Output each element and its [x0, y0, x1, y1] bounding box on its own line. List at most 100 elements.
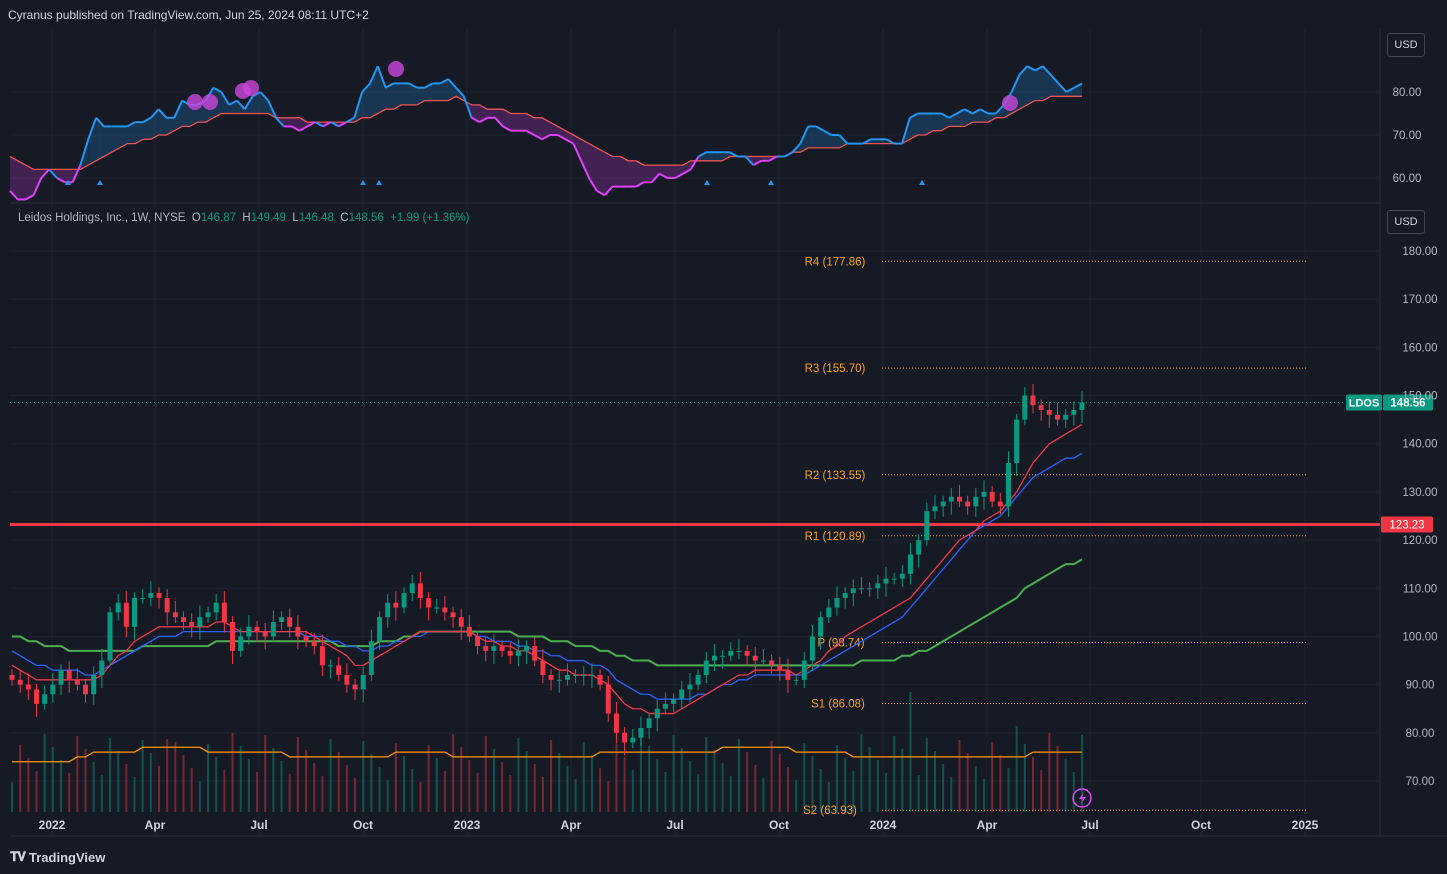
- volume-bar: [631, 770, 634, 812]
- volume-bar: [623, 757, 626, 812]
- volume-bar: [468, 760, 471, 812]
- candle-body: [973, 496, 979, 507]
- rsi-line-segment: [95, 117, 105, 128]
- rsi-line-segment: [729, 151, 739, 158]
- volume-bar: [656, 759, 659, 812]
- rsi-fill: [25, 165, 34, 200]
- volume-bar: [149, 753, 152, 812]
- rsi-line-segment: [940, 112, 950, 119]
- volume-bar: [1040, 770, 1043, 812]
- candle-body: [1071, 410, 1077, 415]
- candle-body: [573, 675, 579, 676]
- rsi-line-segment: [322, 121, 332, 128]
- candle-body: [736, 650, 742, 652]
- volume-bar: [950, 777, 953, 812]
- volume-bar: [239, 746, 242, 812]
- volume-bar: [247, 759, 250, 812]
- candle-body: [377, 617, 383, 642]
- rsi-fill: [127, 122, 136, 144]
- rsi-fill: [362, 83, 370, 118]
- rsi-line-segment: [948, 112, 958, 119]
- rsi-line-segment: [157, 108, 168, 119]
- tradingview-logo[interactable]: 𝐓𝐕 TradingView: [10, 849, 105, 865]
- rsi-pane: [9, 61, 1083, 201]
- y-tick-label: 80.00: [1406, 728, 1435, 740]
- volume-bar: [819, 769, 822, 812]
- rsi-line-segment: [338, 121, 347, 128]
- candle-body: [858, 588, 864, 590]
- rsi-line-segment: [862, 138, 872, 145]
- volume-bar: [697, 774, 700, 812]
- rsi-fill: [221, 92, 230, 114]
- volume-bar: [313, 763, 316, 812]
- rsi-fill: [252, 92, 261, 114]
- volume-bar: [141, 740, 144, 812]
- volume-ma-line: [12, 746, 1082, 763]
- rsi-fill: [1050, 74, 1059, 97]
- rsi-line-segment: [1010, 74, 1021, 93]
- currency-button-top[interactable]: USD: [1387, 33, 1425, 57]
- rsi-line-segment: [291, 125, 300, 132]
- rsi-line-segment: [784, 151, 793, 158]
- volume-bar: [1015, 726, 1018, 812]
- rsi-fill: [909, 113, 918, 140]
- candle-body: [352, 684, 358, 690]
- rsi-fill: [409, 83, 417, 105]
- volume-bar: [574, 779, 577, 812]
- x-tick-label: 2022: [39, 818, 66, 832]
- volume-bar: [541, 777, 544, 812]
- currency-button-main[interactable]: USD: [1387, 210, 1425, 234]
- rsi-line-segment: [533, 134, 543, 141]
- volume-bar: [966, 753, 969, 812]
- rsi-fill: [96, 117, 104, 161]
- candle-body: [213, 602, 219, 613]
- rsi-line-segment: [142, 116, 152, 123]
- rsi-line-segment: [658, 172, 668, 179]
- rsi-signal-arrow: [919, 180, 925, 185]
- volume-bar: [133, 777, 136, 812]
- rsi-fill: [643, 165, 652, 183]
- volume-bar: [215, 757, 218, 812]
- candle-body: [1005, 463, 1011, 507]
- volume-bar: [672, 735, 675, 812]
- rsi-fill: [111, 126, 120, 153]
- volume-bar: [827, 782, 830, 812]
- candle-body: [752, 655, 758, 661]
- rsi-fill: [103, 126, 112, 157]
- rsi-peak-marker: [243, 80, 259, 96]
- volume-bar: [884, 773, 887, 812]
- candle-body: [344, 675, 350, 685]
- rsi-line-segment: [369, 65, 379, 84]
- volume-bar: [942, 764, 945, 812]
- rsi-line-segment: [1057, 82, 1068, 93]
- candle-body: [679, 689, 685, 700]
- rsi-fill: [1035, 66, 1043, 101]
- volume-bar: [778, 754, 781, 812]
- rsi-fill: [925, 113, 934, 135]
- rsi-line-segment: [744, 155, 755, 166]
- candle-body: [646, 718, 652, 728]
- volume-bar: [435, 758, 438, 812]
- volume-bar: [166, 739, 169, 812]
- volume-bar: [411, 769, 414, 812]
- volume-bar: [1081, 735, 1083, 812]
- rsi-line-segment: [9, 190, 19, 201]
- volume-bar: [19, 745, 22, 812]
- rsi-fill: [972, 109, 981, 123]
- volume-bar: [419, 782, 422, 812]
- candle-body: [965, 501, 971, 507]
- candle-body: [540, 660, 546, 675]
- rsi-line-segment: [565, 138, 574, 145]
- candle-body: [809, 636, 815, 661]
- candle-body: [107, 612, 113, 661]
- volume-bar: [1031, 757, 1034, 812]
- volume-bar: [1023, 744, 1026, 812]
- volume-bar: [403, 756, 406, 812]
- candle-body: [989, 491, 995, 502]
- rsi-line-segment: [275, 117, 285, 128]
- candle-body: [769, 660, 775, 666]
- rsi-line-segment: [650, 173, 661, 183]
- candle-body: [197, 617, 203, 627]
- rsi-line-segment: [173, 100, 184, 119]
